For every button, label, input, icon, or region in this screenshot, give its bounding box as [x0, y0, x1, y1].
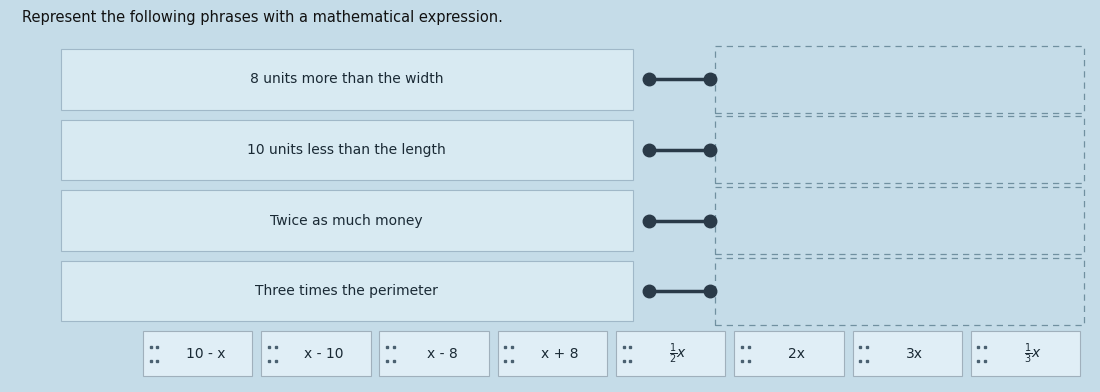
FancyBboxPatch shape: [60, 190, 632, 251]
Text: x - 10: x - 10: [304, 347, 343, 361]
Text: Twice as much money: Twice as much money: [271, 214, 422, 227]
FancyBboxPatch shape: [616, 331, 726, 376]
Text: x - 8: x - 8: [427, 347, 458, 361]
FancyBboxPatch shape: [852, 331, 961, 376]
FancyBboxPatch shape: [970, 331, 1080, 376]
FancyBboxPatch shape: [143, 331, 253, 376]
FancyBboxPatch shape: [497, 331, 607, 376]
FancyBboxPatch shape: [60, 49, 632, 110]
Text: x + 8: x + 8: [541, 347, 579, 361]
Text: 10 units less than the length: 10 units less than the length: [248, 143, 446, 157]
Bar: [715, 258, 1084, 325]
Text: 10 - x: 10 - x: [186, 347, 225, 361]
Text: $\frac{1}{3}x$: $\frac{1}{3}x$: [1024, 341, 1043, 366]
FancyBboxPatch shape: [262, 331, 371, 376]
Text: $\frac{1}{2}x$: $\frac{1}{2}x$: [669, 341, 688, 366]
Bar: [715, 187, 1084, 254]
FancyBboxPatch shape: [60, 261, 632, 321]
Text: 8 units more than the width: 8 units more than the width: [250, 73, 443, 86]
Bar: [715, 116, 1084, 183]
FancyBboxPatch shape: [735, 331, 844, 376]
Text: 3x: 3x: [906, 347, 923, 361]
Text: Represent the following phrases with a mathematical expression.: Represent the following phrases with a m…: [22, 10, 503, 25]
Text: Three times the perimeter: Three times the perimeter: [255, 284, 438, 298]
Text: 2x: 2x: [789, 347, 805, 361]
FancyBboxPatch shape: [379, 331, 488, 376]
FancyBboxPatch shape: [60, 120, 632, 180]
Bar: [715, 46, 1084, 113]
